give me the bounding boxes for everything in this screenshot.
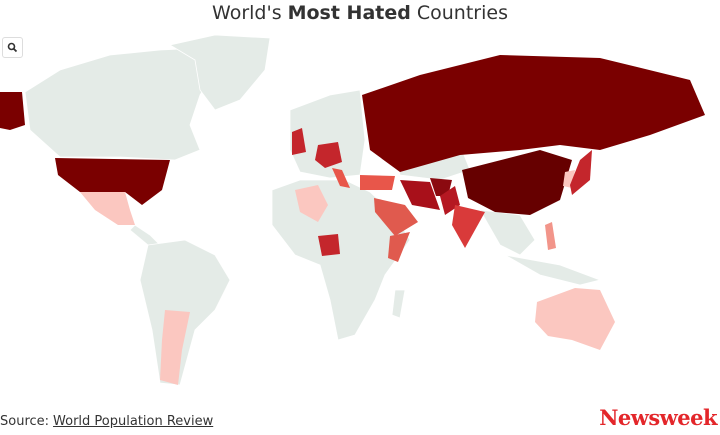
greenland (168, 34, 271, 111)
russia (362, 55, 705, 172)
united-states (55, 158, 170, 205)
indonesia (504, 254, 602, 286)
search-icon (7, 42, 18, 53)
australia (535, 288, 615, 350)
algeria (295, 185, 328, 222)
alaska (0, 92, 25, 130)
africa (271, 179, 411, 341)
base-land (24, 34, 602, 386)
source-label: Source: (0, 414, 50, 429)
mexico (80, 192, 135, 225)
search-button[interactable] (2, 37, 23, 58)
title: World's Most Hated Countries (0, 2, 720, 24)
india (452, 205, 485, 248)
united-kingdom (292, 128, 306, 155)
title-emphasis: Most Hated (287, 2, 411, 24)
iran (400, 180, 440, 210)
southeast-asia (479, 209, 536, 256)
germany-france (315, 142, 342, 168)
turkey (360, 175, 395, 190)
canada (24, 47, 216, 161)
italy (332, 168, 350, 188)
argentina (160, 310, 190, 385)
source: Source: World Population Review (0, 414, 213, 429)
japan (570, 150, 592, 195)
nigeria (318, 234, 340, 256)
china (462, 150, 572, 215)
madagascar (391, 289, 406, 319)
somalia (388, 232, 410, 262)
central-america (129, 224, 161, 246)
afghanistan (430, 178, 452, 196)
title-suffix: Countries (416, 2, 508, 24)
highlighted-countries (0, 55, 705, 385)
philippines (545, 222, 556, 250)
source-link[interactable]: World Population Review (53, 414, 214, 429)
saudi-arabia (374, 198, 418, 236)
title-prefix: World's (212, 2, 282, 24)
brand-logo: Newsweek (599, 405, 717, 430)
